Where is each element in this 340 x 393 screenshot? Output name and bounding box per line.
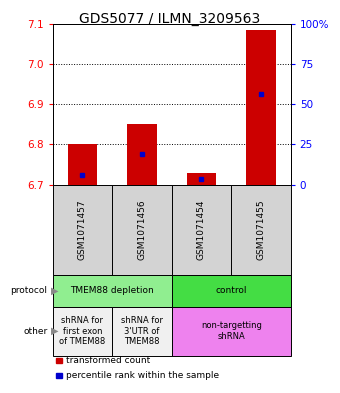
Text: GDS5077 / ILMN_3209563: GDS5077 / ILMN_3209563 — [79, 12, 261, 26]
Bar — [246, 29, 276, 185]
Text: GSM1071457: GSM1071457 — [78, 200, 87, 260]
Text: GSM1071454: GSM1071454 — [197, 200, 206, 260]
Bar — [127, 124, 157, 185]
Text: ▶: ▶ — [51, 326, 58, 336]
Text: non-targetting
shRNA: non-targetting shRNA — [201, 321, 262, 341]
Text: GSM1071455: GSM1071455 — [256, 200, 266, 260]
Text: other: other — [23, 327, 48, 336]
Text: control: control — [216, 286, 247, 295]
Text: GSM1071456: GSM1071456 — [137, 200, 147, 260]
Bar — [68, 145, 97, 185]
Text: ▶: ▶ — [51, 286, 58, 296]
Text: TMEM88 depletion: TMEM88 depletion — [70, 286, 154, 295]
Text: transformed count: transformed count — [66, 356, 151, 365]
Text: shRNA for
3'UTR of
TMEM88: shRNA for 3'UTR of TMEM88 — [121, 316, 163, 346]
Text: percentile rank within the sample: percentile rank within the sample — [66, 371, 219, 380]
Text: protocol: protocol — [11, 286, 48, 295]
Text: shRNA for
first exon
of TMEM88: shRNA for first exon of TMEM88 — [59, 316, 106, 346]
Bar — [187, 173, 216, 185]
